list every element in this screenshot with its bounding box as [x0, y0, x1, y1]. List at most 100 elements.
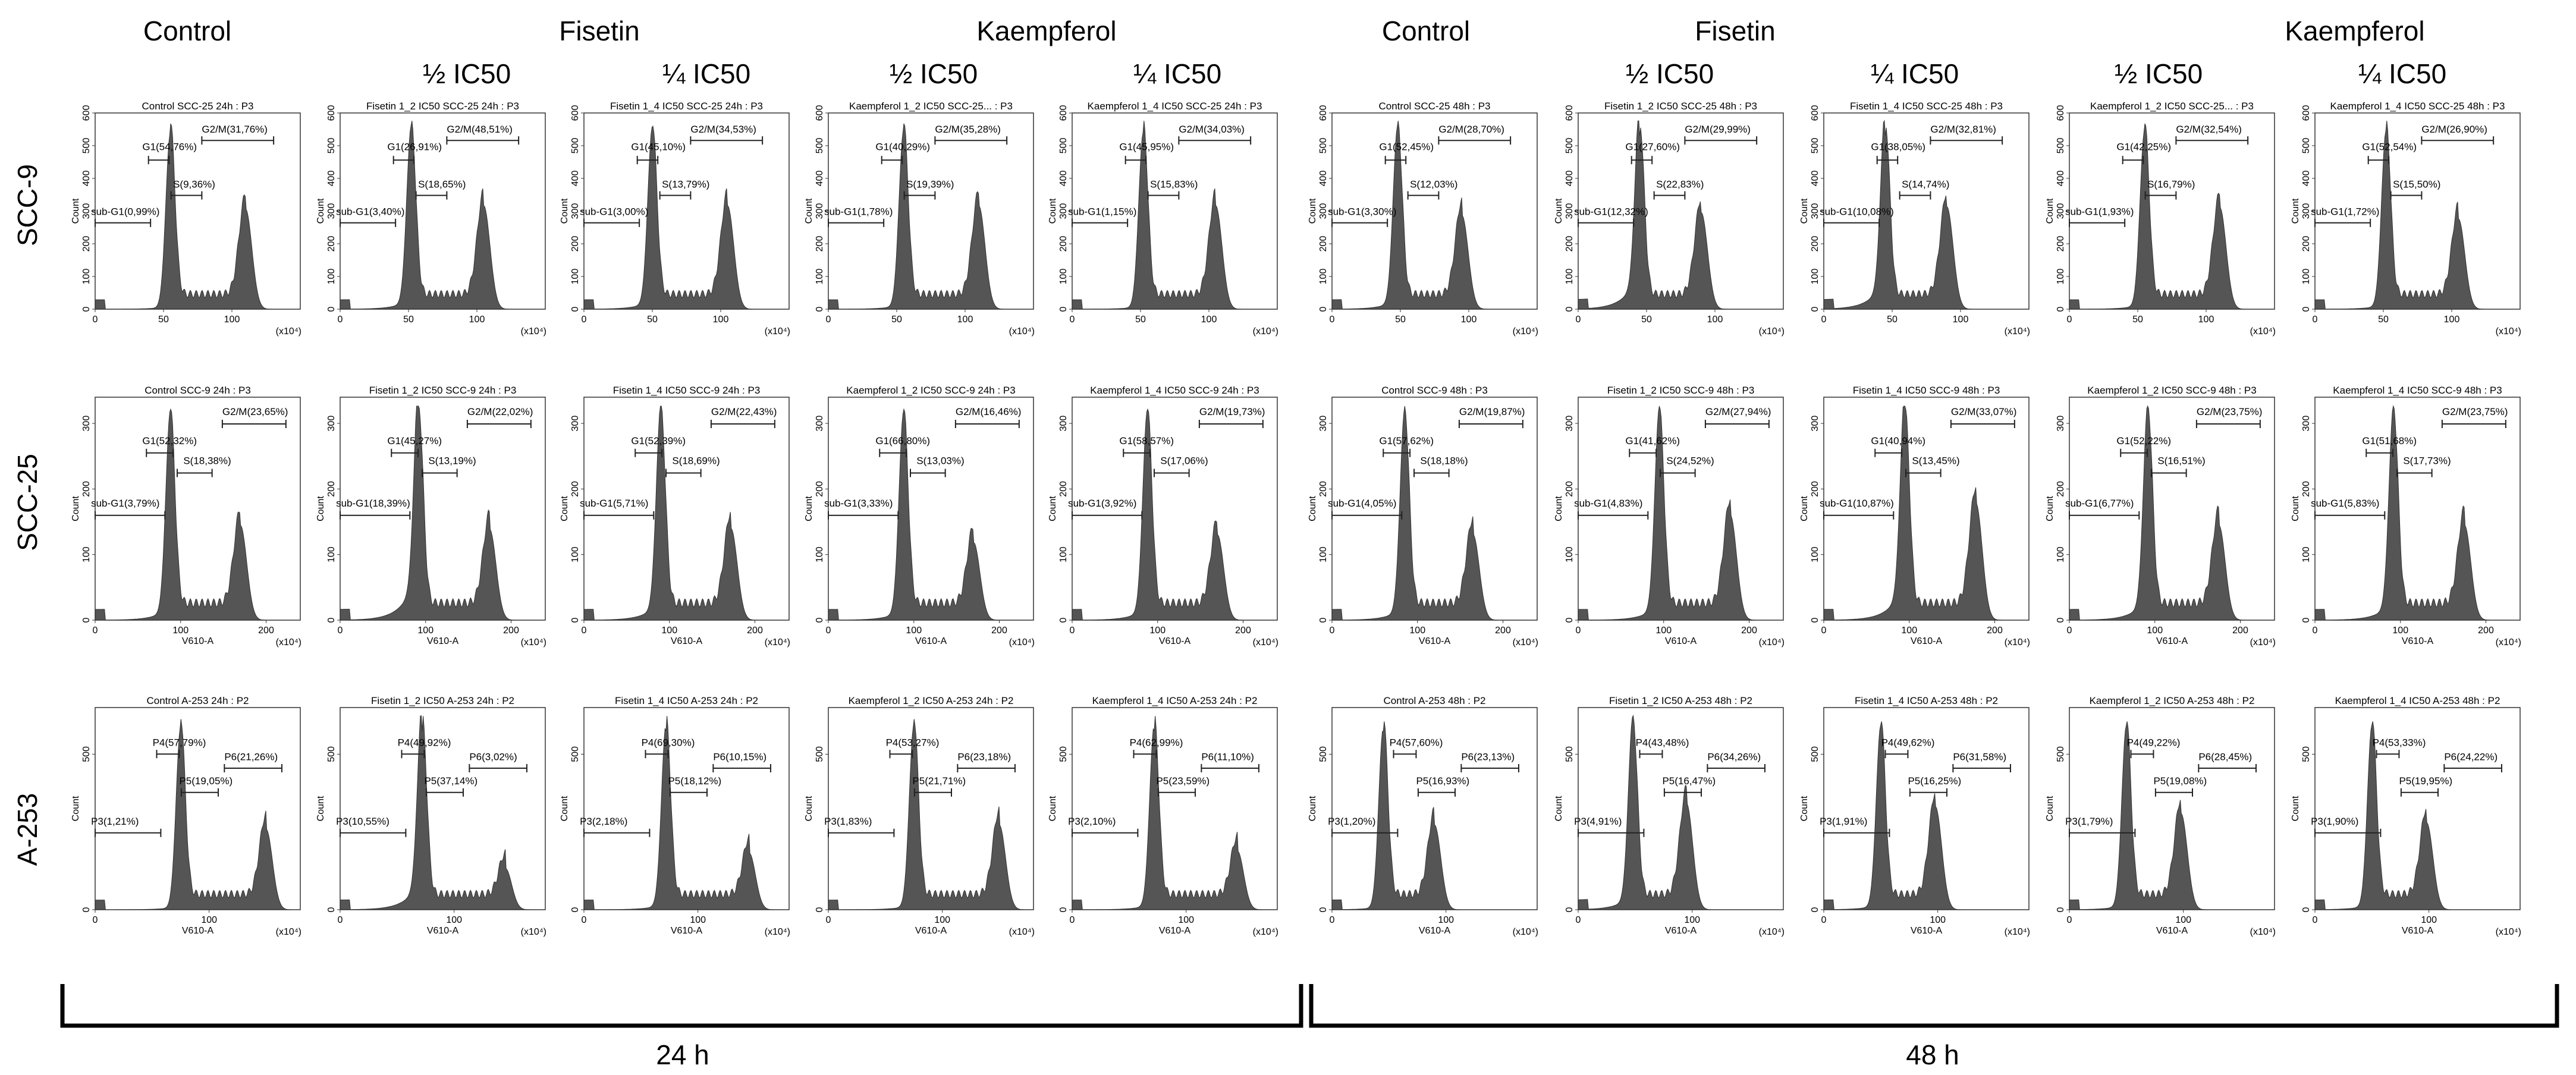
- histogram-panel-r1-c1: Fisetin 1_2 IC50 SCC-9 24h : P3 0 100 200 30…: [316, 385, 546, 647]
- panel-frame: [2069, 707, 2275, 910]
- y-tick-label: 0: [2301, 306, 2311, 312]
- x-tick-label: 100: [1149, 625, 1166, 636]
- panel-title: Control SCC-25 24h : P3: [142, 100, 253, 112]
- panel-frame: [1072, 397, 1278, 621]
- x-axis-label: V610-A: [1419, 636, 1451, 646]
- x-scale-label: (x10⁴): [2250, 637, 2276, 647]
- y-tick-label: 600: [81, 105, 92, 121]
- gate-label: G1(52,39%): [631, 435, 686, 447]
- y-tick-label: 600: [570, 105, 580, 121]
- gate-label: sub-G1(6,77%): [2065, 498, 2134, 509]
- x-tick-label: 0: [2067, 625, 2072, 636]
- x-scale-label: (x10⁴): [1253, 326, 1278, 337]
- x-tick-label: 100: [1953, 315, 1969, 325]
- panel-frame: [1578, 397, 1784, 621]
- y-tick-label: 0: [81, 306, 92, 312]
- panel-frame: [1072, 707, 1278, 910]
- y-tick-label: 0: [326, 617, 337, 623]
- gate-label: G1(40,29%): [875, 142, 930, 153]
- panel-title: Kaempferol 1_2 IC50 SCC-25... : P3: [2090, 100, 2254, 112]
- gate-label: sub-G1(3,33%): [824, 498, 893, 509]
- x-axis-label: V610-A: [915, 636, 947, 646]
- x-tick-label: 0: [1070, 315, 1075, 325]
- y-tick-label: 500: [326, 746, 337, 762]
- histogram-panel-r1-c7: Fisetin 1_4 IC50 SCC-9 48h : P3 0 100 200 30…: [1799, 385, 2030, 647]
- y-tick-label: 200: [1058, 481, 1069, 497]
- y-tick-label: 400: [1565, 171, 1575, 187]
- gate-label: P4(43,48%): [1636, 737, 1689, 749]
- y-tick-label: 600: [1565, 105, 1575, 121]
- x-tick-label: 100: [1684, 915, 1700, 925]
- y-axis-label: Count: [1554, 198, 1564, 224]
- y-tick-label: 500: [1565, 746, 1575, 762]
- x-tick-label: 100: [201, 915, 217, 925]
- panel-frame: [95, 707, 301, 910]
- x-axis-label: V610-A: [1665, 926, 1697, 936]
- gate-label: S(18,18%): [1420, 455, 1468, 467]
- gate-label: P3(1,90%): [2311, 816, 2358, 827]
- y-tick-label: 600: [815, 105, 825, 121]
- x-tick-label: 0: [1330, 315, 1335, 325]
- x-scale-label: (x10⁴): [276, 927, 301, 937]
- histogram-panel-r0-c8: Kaempferol 1_2 IC50 SCC-25... : P3 0 100 20…: [2045, 100, 2276, 337]
- gate-label: G2/M(22,43%): [711, 406, 777, 417]
- gate-label: S(17,06%): [1160, 455, 1208, 467]
- y-tick-label: 0: [2301, 617, 2311, 623]
- x-tick-label: 0: [338, 315, 343, 325]
- panel-title: Kaempferol 1_4 IC50 SCC-25 24h : P3: [1088, 100, 1262, 112]
- panel-title: Fisetin 1_2 IC50 SCC-9 24h : P3: [369, 385, 517, 396]
- y-tick-label: 0: [570, 617, 580, 623]
- gate-label: sub-G1(1,15%): [1068, 206, 1136, 218]
- y-tick-label: 200: [2056, 236, 2066, 252]
- row-label-scc-25: SCC-25: [12, 454, 43, 551]
- histogram-panel-r0-c9: Kaempferol 1_4 IC50 SCC-25 48h : P3 0 100 2…: [2291, 100, 2521, 337]
- gate-label: S(13,45%): [1912, 455, 1959, 467]
- y-tick-label: 0: [81, 617, 92, 623]
- y-tick-label: 200: [1565, 481, 1575, 497]
- y-tick-label: 100: [1058, 546, 1069, 562]
- gate-label: sub-G1(1,72%): [2311, 206, 2379, 218]
- y-tick-label: 400: [1318, 171, 1328, 187]
- y-tick-label: 300: [2301, 203, 2311, 219]
- gate-label: S(15,83%): [1150, 178, 1198, 190]
- y-axis-label: Count: [1048, 496, 1058, 521]
- x-scale-label: (x10⁴): [2250, 326, 2276, 337]
- x-scale-label: (x10⁴): [2496, 326, 2521, 337]
- x-tick-label: 0: [1070, 915, 1075, 925]
- y-tick-label: 600: [1058, 105, 1069, 121]
- x-tick-label: 100: [1930, 915, 1946, 925]
- y-tick-label: 300: [1565, 416, 1575, 432]
- x-scale-label: (x10⁴): [1009, 927, 1035, 937]
- x-tick-label: 200: [1987, 625, 2003, 636]
- y-axis-label: Count: [2291, 496, 2301, 521]
- x-tick-label: 100: [1438, 915, 1454, 925]
- header-group-1: Fisetin: [559, 15, 639, 46]
- gate-label: sub-G1(1,93%): [2065, 206, 2134, 218]
- panel-title: Kaempferol 1_4 IC50 SCC-9 48h : P3: [2333, 385, 2502, 396]
- y-tick-label: 0: [2301, 907, 2311, 912]
- x-scale-label: (x10⁴): [2005, 326, 2030, 337]
- x-tick-label: 50: [1641, 315, 1652, 325]
- y-tick-label: 300: [815, 416, 825, 432]
- gate-label: sub-G1(12,32%): [1574, 206, 1648, 218]
- panel-title: Fisetin 1_2 IC50 SCC-25 48h : P3: [1604, 100, 1757, 112]
- panel-title: Fisetin 1_4 IC50 A-253 48h : P2: [1855, 695, 1998, 706]
- y-tick-label: 100: [1810, 546, 1820, 562]
- y-tick-label: 600: [2301, 105, 2311, 121]
- y-tick-label: 400: [2301, 171, 2311, 187]
- histogram-panel-r0-c5: Control SCC-25 48h : P301002003004005006…: [1308, 100, 1538, 337]
- x-scale-label: (x10⁴): [1513, 326, 1538, 337]
- gate-label: S(18,65%): [418, 178, 466, 190]
- x-axis-label: V610-A: [427, 636, 459, 646]
- x-tick-label: 100: [690, 915, 706, 925]
- y-axis-label: Count: [1308, 198, 1318, 224]
- histogram-area: [828, 408, 1033, 621]
- x-tick-label: 50: [403, 315, 414, 325]
- panel-title: Fisetin 1_4 IC50 SCC-9 24h : P3: [613, 385, 761, 396]
- gate-label: G2/M(19,87%): [1459, 406, 1525, 417]
- y-tick-label: 0: [1565, 306, 1575, 312]
- x-tick-label: 0: [1821, 915, 1827, 925]
- gate-label: sub-G1(18,39%): [336, 498, 410, 509]
- x-tick-label: 200: [2478, 625, 2494, 636]
- x-scale-label: (x10⁴): [521, 637, 546, 647]
